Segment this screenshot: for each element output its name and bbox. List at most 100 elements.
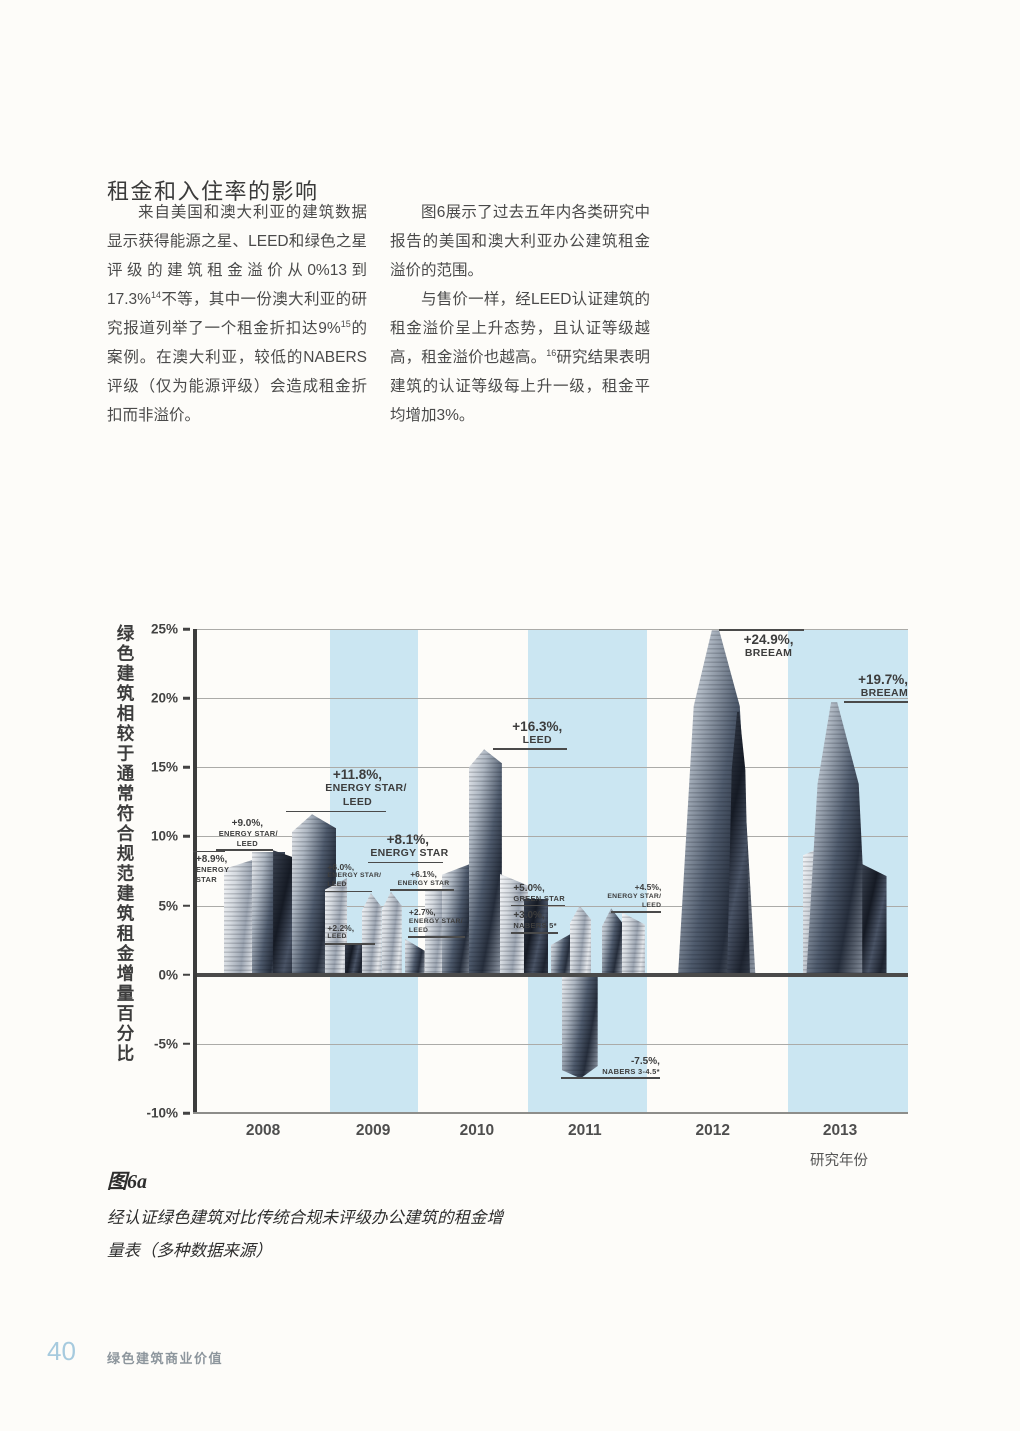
building-bar	[362, 893, 382, 975]
point-value-label: -7.5%,	[579, 1056, 660, 1067]
building-bar	[862, 864, 886, 975]
building-bar	[469, 749, 502, 974]
data-point-label: +8.9%,ENERGYSTAR	[196, 854, 229, 885]
x-axis-line	[193, 1112, 908, 1114]
annotation-leader-line	[193, 851, 225, 853]
x-tick-label-2012: 2012	[696, 1122, 730, 1140]
point-rating-label: ENERGY STAR/	[409, 918, 463, 927]
annotation-leader-line	[325, 943, 375, 945]
point-value-label: +6.1%,	[393, 870, 454, 880]
point-rating-label: ENERGY STAR/	[593, 893, 661, 902]
point-value-label: +8.1%,	[370, 832, 445, 847]
annotation-leader-line	[325, 891, 371, 893]
x-tick-label-2009: 2009	[356, 1122, 390, 1140]
y-tick-mark	[183, 973, 190, 976]
building-texture	[862, 864, 886, 975]
point-rating-label: LEED	[327, 881, 381, 890]
annotation-leader-line	[844, 701, 908, 703]
data-point-label: +4.5%,ENERGY STAR/LEED	[593, 883, 661, 910]
y-tick-label: 10%	[151, 829, 178, 844]
point-rating-label: ENERGY STAR/	[219, 829, 276, 839]
point-value-label: +2.2%,	[327, 924, 354, 934]
y-tick-mark	[183, 1043, 190, 1046]
y-tick-mark	[183, 766, 190, 769]
annotation-leader-line	[390, 889, 454, 891]
figure-caption-number: 图6a	[107, 1165, 503, 1194]
data-point-label: +6.1%,ENERGY STAR	[393, 870, 454, 888]
annotation-leader-line	[719, 629, 805, 631]
figure-caption: 图6a 经认证绿色建筑对比传统合规未评级办公建筑的租金增 量表（多种数据来源）	[107, 1165, 503, 1267]
y-axis-ticks: 25%20%15%10%5%0%-5%-10%	[130, 629, 190, 1113]
data-point-label: +9.0%,ENERGY STAR/LEED	[219, 818, 276, 849]
y-tick-label: -10%	[146, 1106, 178, 1121]
annotation-leader-line	[286, 811, 386, 813]
point-rating-label: ENERGY STAR	[370, 847, 445, 861]
zero-baseline	[193, 973, 908, 977]
point-value-label: +24.9%,	[736, 632, 800, 647]
point-rating-label: LEED	[409, 927, 463, 936]
paragraph: 图6展示了过去五年内各类研究中报告的美国和澳大利亚办公建筑租金溢价的范围。	[390, 198, 650, 285]
left-text-column: 来自美国和澳大利亚的建筑数据显示获得能源之星、LEED和绿色之星评级的建筑租金溢…	[107, 198, 367, 430]
point-rating-label: NABERS 5*	[513, 921, 557, 931]
annotation-leader-line	[561, 1077, 660, 1079]
annotation-leader-line	[216, 849, 273, 851]
point-rating-label: NABERS 3-4.5*	[579, 1067, 660, 1077]
x-tick-label-2011: 2011	[568, 1122, 602, 1140]
figure-caption-text: 量表（多种数据来源）	[107, 1234, 503, 1267]
figure-6a-chart: 绿色建筑相较于通常符合规范建筑租金增量百分比 25%20%15%10%5%0%-…	[110, 616, 910, 1166]
point-value-label: +5.0%,	[513, 883, 565, 894]
y-tick-mark	[183, 628, 190, 631]
point-value-label: +8.9%,	[196, 854, 229, 865]
y-tick-label: 0%	[158, 967, 178, 982]
data-point-label: +11.8%,ENERGY STAR/LEED	[325, 767, 389, 809]
x-tick-label-2008: 2008	[246, 1122, 280, 1140]
paragraph: 与售价一样，经LEED认证建筑的租金溢价呈上升态势，且认证等级越高，租金溢价也越…	[390, 285, 650, 430]
page-number: 40	[47, 1336, 76, 1367]
building-texture	[382, 892, 402, 975]
paragraph: 来自美国和澳大利亚的建筑数据显示获得能源之星、LEED和绿色之星评级的建筑租金溢…	[107, 198, 367, 430]
data-point-label: +24.9%,BREEAM	[736, 632, 800, 661]
gridline--5	[193, 1044, 908, 1045]
data-point-label: +16.3%,LEED	[508, 719, 567, 748]
point-rating-label: LEED	[219, 839, 276, 849]
building-bar	[345, 944, 362, 974]
y-tick-mark	[183, 835, 190, 838]
x-axis-label: 研究年份	[810, 1149, 868, 1170]
annotation-leader-line	[611, 911, 661, 913]
data-point-label: +6.0%,ENERGY STAR/LEED	[327, 863, 381, 890]
figure-caption-text: 经认证绿色建筑对比传统合规未评级办公建筑的租金增	[107, 1201, 503, 1234]
x-axis-ticks: 200820092010201120122013	[193, 1122, 908, 1144]
right-text-column: 图6展示了过去五年内各类研究中报告的美国和澳大利亚办公建筑租金溢价的范围。 与售…	[390, 198, 650, 430]
annotation-leader-line	[493, 748, 567, 750]
point-rating-label: LEED	[325, 796, 389, 810]
point-rating-label: BREEAM	[837, 687, 909, 701]
data-point-label: +19.7%,BREEAM	[837, 672, 909, 701]
data-point-label: +2.7%,ENERGY STAR/LEED	[409, 908, 463, 935]
point-rating-label: LEED	[508, 734, 567, 748]
point-value-label: +16.3%,	[508, 719, 567, 734]
point-value-label: +6.0%,	[327, 863, 381, 873]
point-rating-label: STAR	[196, 875, 229, 885]
y-tick-mark	[183, 697, 190, 700]
annotation-leader-line	[408, 936, 465, 938]
point-value-label: +11.8%,	[325, 767, 389, 782]
point-value-label: +9.0%,	[219, 818, 276, 829]
point-value-label: +4.5%,	[593, 883, 661, 893]
y-tick-mark	[183, 1112, 190, 1115]
point-rating-label: ENERGY	[196, 865, 229, 875]
point-rating-label: GREEN STAR	[513, 894, 565, 904]
building-texture	[362, 893, 382, 975]
y-tick-label: 5%	[158, 898, 178, 913]
point-rating-label: BREEAM	[736, 647, 800, 661]
data-point-label: +8.1%,ENERGY STAR	[370, 832, 445, 861]
building-bar	[382, 892, 402, 975]
point-rating-label: LEED	[327, 933, 354, 942]
point-value-label: +2.7%,	[409, 908, 463, 918]
annotation-leader-line	[511, 932, 557, 934]
y-tick-label: 15%	[151, 760, 178, 775]
point-rating-label: ENERGY STAR/	[325, 782, 389, 796]
point-rating-label: ENERGY STAR/	[327, 872, 381, 881]
y-tick-mark	[183, 904, 190, 907]
document-page: 租金和入住率的影响 来自美国和澳大利亚的建筑数据显示获得能源之星、LEED和绿色…	[0, 0, 1020, 1431]
data-point-label: -7.5%,NABERS 3-4.5*	[579, 1056, 660, 1077]
